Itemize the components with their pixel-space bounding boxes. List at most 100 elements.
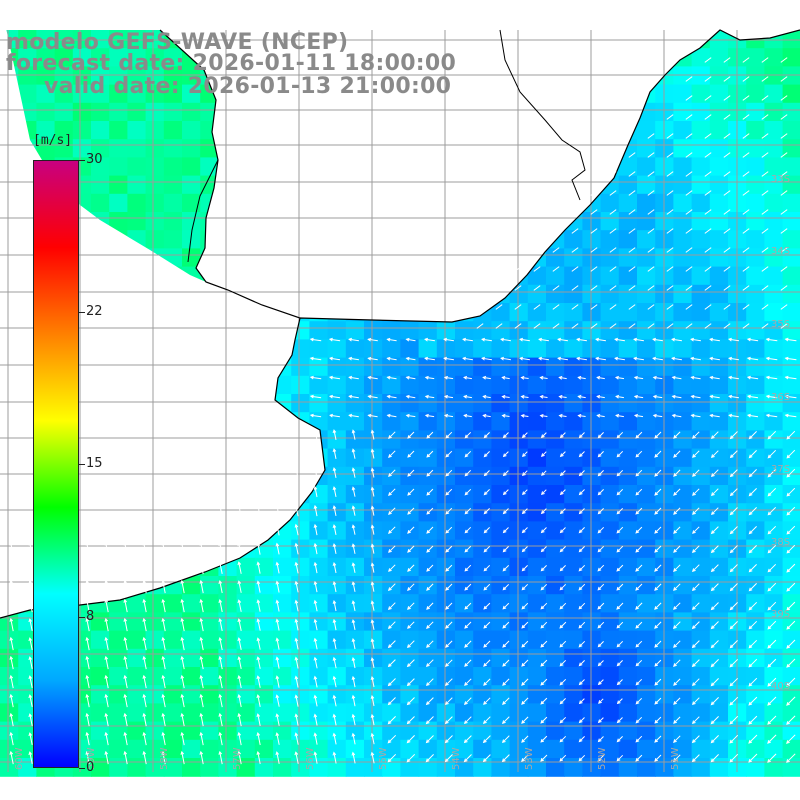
wind-speed-cell <box>655 594 674 613</box>
wind-arrow <box>314 486 318 498</box>
wind-arrow <box>710 338 720 342</box>
wind-arrow <box>559 640 567 648</box>
wind-arrow <box>711 754 719 762</box>
wind-arrow-head <box>710 473 715 478</box>
wind-speed-cell <box>109 157 128 177</box>
wind-arrow <box>654 602 662 610</box>
wind-arrow-head <box>483 453 488 458</box>
wind-arrow-head <box>765 394 770 399</box>
wind-speed-cell <box>109 102 128 122</box>
wind-speed-cell <box>691 739 711 759</box>
wind-speed-cell <box>509 612 529 632</box>
wind-arrow-head <box>672 625 677 630</box>
wind-arrow-head <box>199 617 204 622</box>
wind-speed-cell <box>527 703 547 723</box>
wind-arrow-head <box>444 682 449 687</box>
wind-arrow-head <box>28 694 33 699</box>
wind-speed-cell <box>691 394 711 413</box>
wind-arrow <box>445 602 453 610</box>
wind-arrow <box>692 659 700 667</box>
wind-speed-cell <box>582 721 602 741</box>
wind-arrow <box>673 716 681 724</box>
wind-speed-cell <box>109 721 128 741</box>
wind-speed-cell <box>436 703 456 723</box>
wind-arrow-head <box>332 713 337 718</box>
wind-speed-cell <box>600 357 620 377</box>
wind-speed-cell <box>382 758 401 777</box>
wind-arrow-head <box>559 510 564 515</box>
wind-speed-cell <box>582 612 602 632</box>
wind-arrow <box>540 754 548 762</box>
wind-speed-cell <box>273 576 292 595</box>
wind-arrow <box>181 694 185 708</box>
lon-label: 57W <box>232 747 243 770</box>
wind-arrow <box>105 618 109 632</box>
wind-arrow <box>124 599 128 613</box>
wind-speed-cell <box>764 284 784 304</box>
wind-arrow <box>162 713 166 727</box>
wind-arrow <box>780 190 788 196</box>
wind-speed-cell <box>655 212 674 231</box>
wind-arrow <box>464 414 472 418</box>
wind-speed-cell <box>673 648 693 668</box>
wind-arrow <box>654 488 662 496</box>
wind-arrow <box>666 304 674 310</box>
wind-speed-cell <box>527 667 547 686</box>
wind-speed-cell <box>0 685 19 704</box>
wind-arrow-head <box>673 549 677 553</box>
wind-arrow-head <box>28 560 33 565</box>
wind-speed-cell <box>673 539 693 559</box>
wind-arrow-head <box>633 337 638 342</box>
wind-arrow-head <box>370 505 375 510</box>
wind-arrow-head <box>501 739 506 744</box>
wind-arrow <box>598 451 604 457</box>
wind-arrow-head <box>313 713 318 718</box>
wind-arrow <box>295 638 299 650</box>
wind-arrow-head <box>313 618 318 623</box>
wind-arrow-head <box>540 434 545 439</box>
wind-arrow <box>723 247 731 253</box>
wind-arrow-head <box>370 448 375 453</box>
wind-speed-cell <box>564 721 583 741</box>
wind-arrow <box>371 449 375 459</box>
colorbar-tick-mark <box>79 617 85 618</box>
wind-arrow-head <box>332 467 337 472</box>
wind-speed-cell <box>309 758 329 777</box>
wind-speed-cell <box>163 703 183 723</box>
wind-speed-cell <box>473 594 492 613</box>
wind-speed-cell <box>527 739 547 759</box>
wind-arrow <box>673 735 681 743</box>
wind-speed-cell <box>709 758 729 777</box>
wind-arrow-head <box>294 466 299 471</box>
colorbar-tick-label: 8 <box>86 609 95 624</box>
wind-speed-cell <box>345 375 365 395</box>
wind-arrow <box>143 523 147 537</box>
wind-arrow <box>219 580 223 594</box>
wind-arrow <box>590 304 598 310</box>
wind-arrow-head <box>218 542 223 547</box>
wind-arrow-head <box>218 636 223 641</box>
wind-speed-cell <box>345 357 365 377</box>
wind-speed-cell <box>709 84 729 104</box>
wind-arrow-head <box>313 599 318 604</box>
wind-arrow <box>571 304 579 310</box>
wind-arrow-head <box>9 636 14 641</box>
wind-arrow <box>540 602 548 610</box>
wind-speed-cell <box>436 339 456 359</box>
wind-arrow <box>634 395 644 399</box>
wind-arrow <box>143 542 147 556</box>
wind-arrow-head <box>765 337 770 342</box>
wind-speed-cell <box>655 139 674 158</box>
wind-arrow <box>314 543 318 555</box>
wind-arrow-head <box>464 567 469 572</box>
wind-arrow <box>711 469 719 477</box>
wind-arrow <box>219 524 223 536</box>
wind-arrow <box>647 304 655 310</box>
wind-arrow-head <box>309 413 314 418</box>
wind-speed-cell <box>200 758 219 777</box>
wind-arrow <box>749 564 757 572</box>
wind-arrow <box>540 583 548 591</box>
wind-arrow <box>578 640 586 648</box>
wind-arrow <box>407 450 415 458</box>
wind-arrow <box>333 676 337 688</box>
